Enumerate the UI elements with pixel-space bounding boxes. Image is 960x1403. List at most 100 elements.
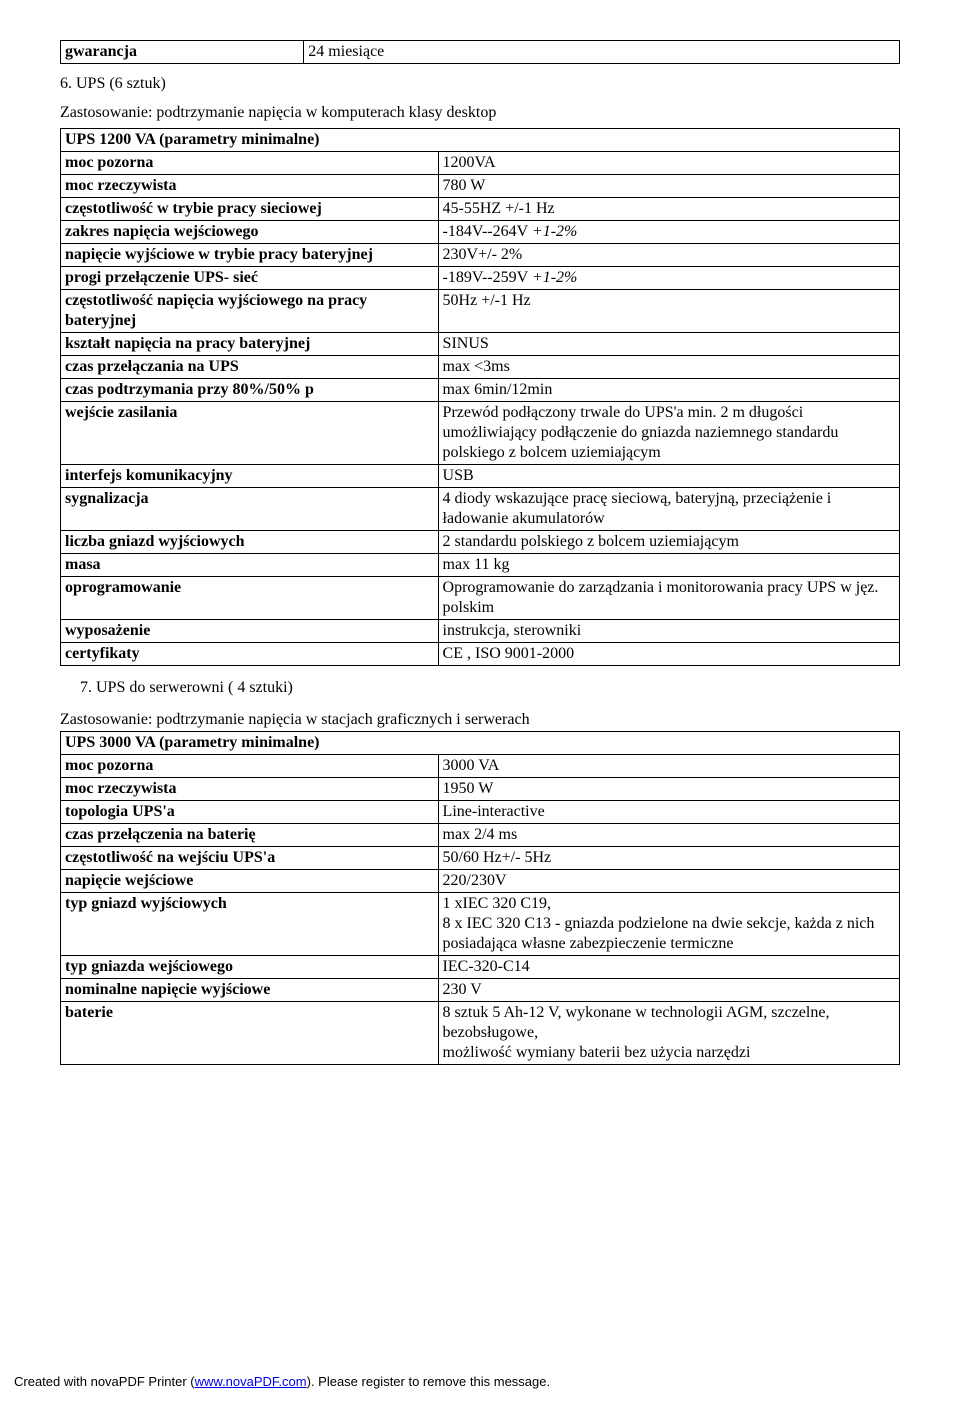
param-value: 50/60 Hz+/- 5Hz — [438, 847, 899, 870]
param-value: SINUS — [438, 332, 899, 355]
param-name: interfejs komunikacyjny — [61, 464, 439, 487]
table-row: wejście zasilaniaPrzewód podłączony trwa… — [61, 401, 900, 464]
table-row: masamax 11 kg — [61, 553, 900, 576]
param-value: CE , ISO 9001-2000 — [438, 642, 899, 665]
param-name: sygnalizacja — [61, 487, 439, 530]
param-value: 50Hz +/-1 Hz — [438, 289, 899, 332]
param-value: max 6min/12min — [438, 378, 899, 401]
footer-suffix: ). Please register to remove this messag… — [307, 1374, 551, 1389]
param-value: 1950 W — [438, 778, 899, 801]
warranty-table: gwarancja 24 miesiące — [60, 40, 900, 64]
table-row: napięcie wejściowe220/230V — [61, 870, 900, 893]
param-value: 2 standardu polskiego z bolcem uziemiają… — [438, 530, 899, 553]
param-name: certyfikaty — [61, 642, 439, 665]
param-value: IEC-320-C14 — [438, 956, 899, 979]
section6-subheading: Zastosowanie: podtrzymanie napięcia w ko… — [60, 103, 900, 124]
param-name: moc pozorna — [61, 755, 439, 778]
table-row: moc rzeczywista780 W — [61, 174, 900, 197]
table-row: progi przełączenie UPS- sieć-189V--259V … — [61, 266, 900, 289]
param-name: kształt napięcia na pracy bateryjnej — [61, 332, 439, 355]
param-value: 780 W — [438, 174, 899, 197]
table-row: certyfikatyCE , ISO 9001-2000 — [61, 642, 900, 665]
table-row: wyposażenieinstrukcja, sterowniki — [61, 619, 900, 642]
table-row: nominalne napięcie wyjściowe230 V — [61, 979, 900, 1002]
table-row: moc pozorna3000 VA — [61, 755, 900, 778]
ups3000-header: UPS 3000 VA (parametry minimalne) — [61, 732, 900, 755]
param-value: instrukcja, sterowniki — [438, 619, 899, 642]
warranty-value: 24 miesiące — [304, 41, 900, 64]
param-value: 230V+/- 2% — [438, 243, 899, 266]
section7-heading: 7. UPS do serwerowni ( 4 sztuki) — [80, 678, 900, 699]
param-value: Line-interactive — [438, 801, 899, 824]
ups3000-table: UPS 3000 VA (parametry minimalne) moc po… — [60, 731, 900, 1065]
table-row: czas podtrzymania przy 80%/50% pmax 6min… — [61, 378, 900, 401]
param-value: 4 diody wskazujące pracę sieciową, bater… — [438, 487, 899, 530]
param-name: typ gniazd wyjściowych — [61, 893, 439, 956]
param-name: wyposażenie — [61, 619, 439, 642]
param-name: nominalne napięcie wyjściowe — [61, 979, 439, 1002]
param-value: Oprogramowanie do zarządzania i monitoro… — [438, 576, 899, 619]
param-value: USB — [438, 464, 899, 487]
ups1200-table: UPS 1200 VA (parametry minimalne) moc po… — [60, 128, 900, 666]
param-name: typ gniazda wejściowego — [61, 956, 439, 979]
table-row: oprogramowanieOprogramowanie do zarządza… — [61, 576, 900, 619]
table-row: napięcie wyjściowe w trybie pracy batery… — [61, 243, 900, 266]
param-name: czas podtrzymania przy 80%/50% p — [61, 378, 439, 401]
table-row: typ gniazd wyjściowych1 xIEC 320 C19, 8 … — [61, 893, 900, 956]
footer-link[interactable]: www.novaPDF.com — [195, 1374, 307, 1389]
param-name: moc rzeczywista — [61, 174, 439, 197]
table-row: baterie8 sztuk 5 Ah-12 V, wykonane w tec… — [61, 1002, 900, 1065]
section6-heading: 6. UPS (6 sztuk) — [60, 74, 900, 95]
table-header-row: UPS 1200 VA (parametry minimalne) — [61, 128, 900, 151]
param-value: 45-55HZ +/-1 Hz — [438, 197, 899, 220]
param-value: max 11 kg — [438, 553, 899, 576]
param-name: czas przełączenia na baterię — [61, 824, 439, 847]
param-name: moc rzeczywista — [61, 778, 439, 801]
ups1200-header: UPS 1200 VA (parametry minimalne) — [61, 128, 900, 151]
table-row: moc pozorna1200VA — [61, 151, 900, 174]
table-row: częstotliwość napięcia wyjściowego na pr… — [61, 289, 900, 332]
table-row: typ gniazda wejściowegoIEC-320-C14 — [61, 956, 900, 979]
param-value: -184V--264V +1-2% — [438, 220, 899, 243]
param-value: max 2/4 ms — [438, 824, 899, 847]
param-value: 1200VA — [438, 151, 899, 174]
table-row: zakres napięcia wejściowego-184V--264V +… — [61, 220, 900, 243]
param-name: baterie — [61, 1002, 439, 1065]
param-name: częstotliwość napięcia wyjściowego na pr… — [61, 289, 439, 332]
table-row: topologia UPS'aLine-interactive — [61, 801, 900, 824]
table-row: moc rzeczywista1950 W — [61, 778, 900, 801]
param-name: czas przełączania na UPS — [61, 355, 439, 378]
section7-subheading: Zastosowanie: podtrzymanie napięcia w st… — [60, 710, 900, 731]
param-name: progi przełączenie UPS- sieć — [61, 266, 439, 289]
param-value: 1 xIEC 320 C19, 8 x IEC 320 C13 - gniazd… — [438, 893, 899, 956]
param-name: liczba gniazd wyjściowych — [61, 530, 439, 553]
param-value: 3000 VA — [438, 755, 899, 778]
param-name: zakres napięcia wejściowego — [61, 220, 439, 243]
param-value: Przewód podłączony trwale do UPS'a min. … — [438, 401, 899, 464]
param-name: wejście zasilania — [61, 401, 439, 464]
param-name: napięcie wyjściowe w trybie pracy batery… — [61, 243, 439, 266]
pdf-footer: Created with novaPDF Printer (www.novaPD… — [14, 1374, 550, 1389]
param-value: -189V--259V +1-2% — [438, 266, 899, 289]
table-row: kształt napięcia na pracy bateryjnejSINU… — [61, 332, 900, 355]
table-row: interfejs komunikacyjnyUSB — [61, 464, 900, 487]
table-row: sygnalizacja4 diody wskazujące pracę sie… — [61, 487, 900, 530]
table-header-row: UPS 3000 VA (parametry minimalne) — [61, 732, 900, 755]
footer-prefix: Created with novaPDF Printer ( — [14, 1374, 195, 1389]
warranty-label: gwarancja — [61, 41, 304, 64]
table-row: czas przełączania na UPSmax <3ms — [61, 355, 900, 378]
table-row: częstotliwość w trybie pracy sieciowej45… — [61, 197, 900, 220]
param-name: częstotliwość na wejściu UPS'a — [61, 847, 439, 870]
table-row: liczba gniazd wyjściowych2 standardu pol… — [61, 530, 900, 553]
table-row: gwarancja 24 miesiące — [61, 41, 900, 64]
param-name: oprogramowanie — [61, 576, 439, 619]
param-value: 230 V — [438, 979, 899, 1002]
param-value: 8 sztuk 5 Ah-12 V, wykonane w technologi… — [438, 1002, 899, 1065]
param-name: topologia UPS'a — [61, 801, 439, 824]
table-row: częstotliwość na wejściu UPS'a50/60 Hz+/… — [61, 847, 900, 870]
param-value: max <3ms — [438, 355, 899, 378]
param-name: masa — [61, 553, 439, 576]
param-name: częstotliwość w trybie pracy sieciowej — [61, 197, 439, 220]
param-value: 220/230V — [438, 870, 899, 893]
param-name: napięcie wejściowe — [61, 870, 439, 893]
